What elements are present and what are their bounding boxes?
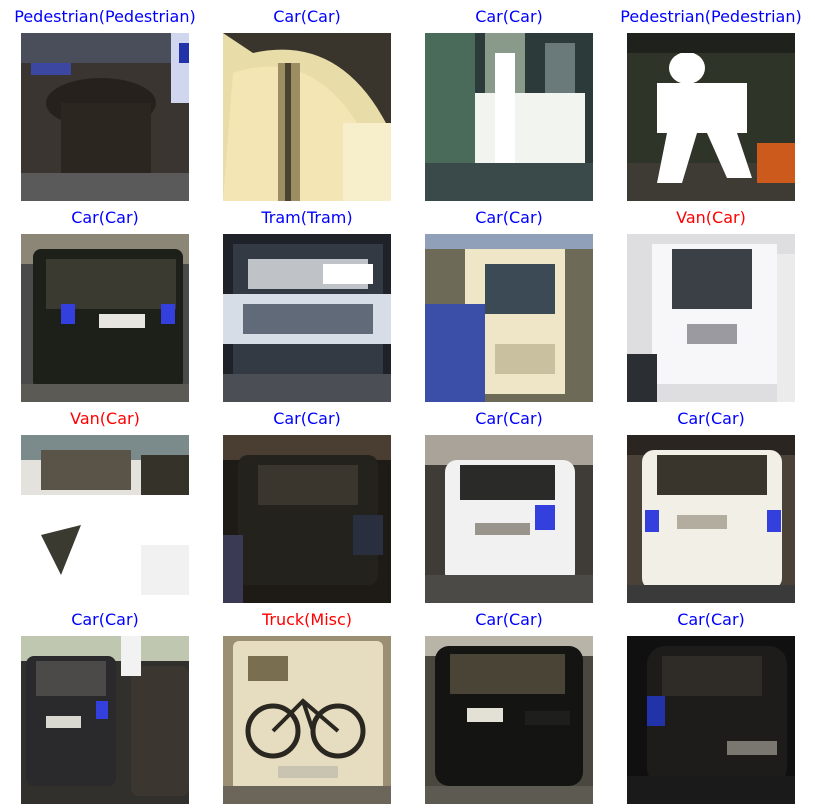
parked-cars-crop [21, 636, 189, 804]
panel-title: Van(Car) [70, 409, 140, 428]
image-panel: Car(Car) [425, 0, 593, 202]
white-suv-rear-crop [627, 435, 795, 603]
car-rear-crop [21, 234, 189, 402]
panel-title: Car(Car) [475, 7, 543, 26]
panel-title: Car(Car) [273, 409, 341, 428]
image-panel: Car(Car) [425, 201, 593, 403]
panel-title: Pedestrian(Pedestrian) [620, 7, 802, 26]
image-panel: Pedestrian(Pedestrian) [14, 0, 196, 202]
panel-title: Car(Car) [475, 208, 543, 227]
image-panel: Car(Car) [21, 201, 189, 403]
panel-title: Car(Car) [475, 610, 543, 629]
blurred-van-crop [425, 234, 593, 402]
image-panel: Car(Car) [627, 402, 795, 604]
white-car-rear-crop [425, 435, 593, 603]
image-panel: Car(Car) [223, 402, 391, 604]
black-suv-rear-crop [425, 636, 593, 804]
blurred-car-crop [425, 33, 593, 201]
panel-title: Tram(Tram) [261, 208, 353, 227]
panel-title: Van(Car) [676, 208, 746, 227]
dark-car-crop [223, 435, 391, 603]
image-panel: Pedestrian(Pedestrian) [620, 0, 802, 202]
image-panel: Van(Car) [21, 402, 189, 604]
van-rear-crop [627, 234, 795, 402]
image-panel: Car(Car) [627, 603, 795, 805]
tram-crop [223, 234, 391, 402]
panel-title: Car(Car) [475, 409, 543, 428]
image-panel: Car(Car) [21, 603, 189, 805]
panel-title: Car(Car) [677, 409, 745, 428]
image-panel: Van(Car) [627, 201, 795, 403]
dark-hatchback-crop [627, 636, 795, 804]
panel-title: Pedestrian(Pedestrian) [14, 7, 196, 26]
panel-title: Car(Car) [71, 610, 139, 629]
panel-title: Car(Car) [273, 7, 341, 26]
image-panel: Car(Car) [223, 0, 391, 202]
image-panel: Truck(Misc) [223, 603, 391, 805]
car-door-closeup-crop [223, 33, 391, 201]
panel-title: Car(Car) [71, 208, 139, 227]
image-panel: Car(Car) [425, 402, 593, 604]
image-panel: Tram(Tram) [223, 201, 391, 403]
panel-title: Truck(Misc) [261, 610, 353, 629]
blurred-pedestrian-crop [21, 33, 189, 201]
camper-with-bikes-crop [223, 636, 391, 804]
panel-title: Car(Car) [677, 610, 745, 629]
white-van-crop [21, 435, 189, 603]
pedestrian-crop [627, 33, 795, 201]
image-panel: Car(Car) [425, 603, 593, 805]
